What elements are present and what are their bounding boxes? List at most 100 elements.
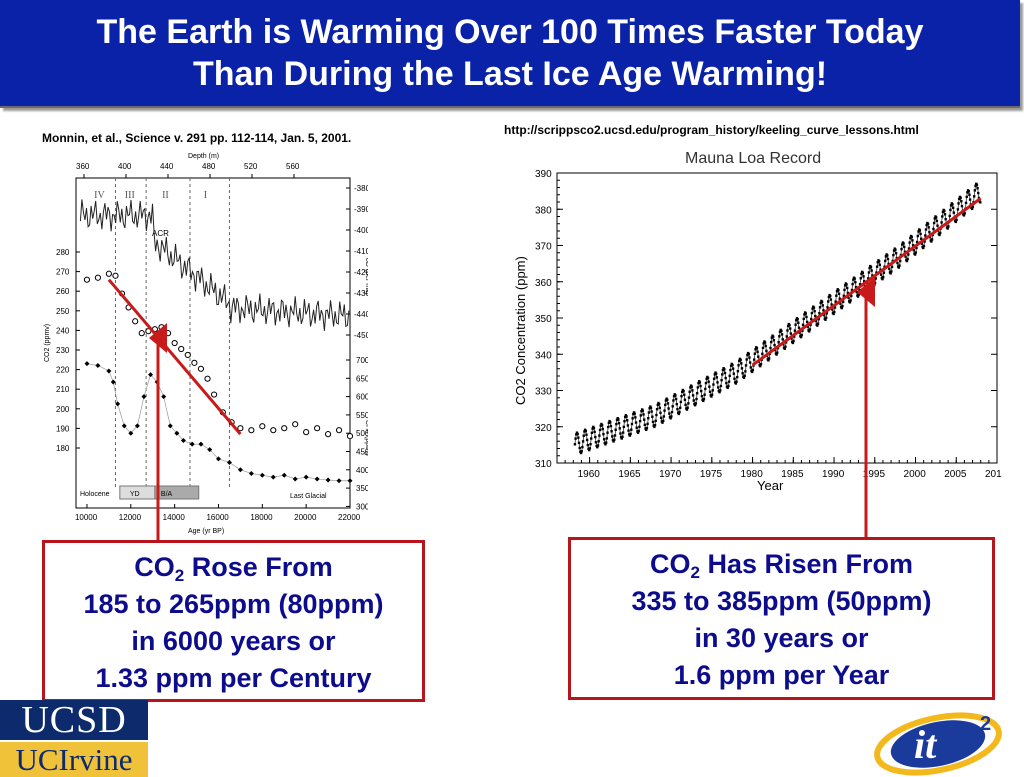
ml-co2-point (625, 415, 628, 418)
ml-title: Mauna Loa Record (685, 150, 821, 167)
ml-co2-point (932, 221, 936, 225)
ice-co2-point (248, 427, 255, 434)
ml-co2-point (634, 421, 638, 424)
ml-co2-point (793, 329, 797, 332)
ml-co2-point (713, 373, 717, 376)
ml-co2-point (575, 433, 578, 436)
ml-co2-point (690, 385, 693, 388)
ml-co2-point (955, 218, 958, 222)
ml-co2-point (615, 418, 619, 422)
ml-co2-point (759, 364, 762, 368)
ml-co2-point (850, 294, 853, 298)
ml-co2-point (917, 230, 920, 233)
ml-co2-point (606, 431, 609, 434)
ml-co2-point (788, 323, 791, 327)
ml-co2-point (826, 306, 829, 309)
ml-co2-point (670, 410, 674, 414)
ml-co2-point (752, 358, 756, 361)
ml-co2-point (894, 248, 897, 251)
ice-ch4-point (207, 447, 213, 453)
ml-co2-point (617, 421, 621, 425)
ml-co2-point (957, 202, 960, 205)
ml-co2-point (676, 408, 679, 411)
ice-co2-tick-label: 190 (56, 424, 70, 433)
ml-co2-point (851, 282, 854, 286)
ml-co2-point (818, 306, 822, 309)
ml-co2-point (855, 290, 858, 294)
ml-co2-point (888, 267, 891, 271)
ice-ch4-point (270, 474, 276, 480)
ice-top-tick-label: 400 (118, 162, 132, 171)
ml-x-tick-label: 1970 (659, 469, 682, 480)
ml-co2-point (840, 306, 843, 310)
ml-co2-point (689, 386, 692, 389)
ml-co2-point (667, 407, 670, 410)
ml-co2-point (852, 278, 855, 281)
ml-co2-point (596, 445, 599, 449)
ml-co2-point (577, 441, 581, 445)
ml-co2-point (762, 342, 765, 345)
ml-co2-point (663, 409, 666, 412)
ml-co2-point (894, 251, 898, 255)
ml-co2-point (678, 410, 681, 414)
ml-x-tick-label: 1995 (863, 469, 886, 480)
ml-co2-point (748, 361, 752, 364)
ml-co2-point (721, 368, 725, 372)
ml-co2-point (829, 298, 833, 301)
ml-co2-point (613, 434, 617, 437)
ice-ch4-tick-label: 450 (356, 448, 368, 457)
ice-dd-tick-label: -380 (354, 184, 368, 193)
ice-co2-tick-label: 280 (56, 248, 70, 257)
ml-co2-point (651, 420, 655, 424)
ice-ch4-point (336, 478, 342, 484)
ml-co2-point (769, 340, 773, 344)
ml-co2-point (816, 322, 820, 325)
ml-co2-point (731, 363, 734, 367)
ice-ch4-tick-label: 300 (356, 502, 368, 511)
ml-co2-point (867, 271, 871, 274)
ml-y-tick-label: 350 (535, 314, 552, 325)
ml-co2-point (649, 405, 652, 408)
ml-co2-point (638, 425, 641, 428)
ml-co2-point (941, 215, 944, 218)
ice-ch4-point (281, 472, 287, 478)
ice-ch4-point (314, 476, 320, 482)
ml-co2-point (573, 443, 577, 446)
ml-co2-point (812, 306, 816, 309)
ml-co2-point (972, 195, 976, 198)
ice-co2-point (237, 425, 244, 432)
ml-co2-point (630, 422, 634, 426)
ml-co2-point (803, 313, 806, 316)
right-citation[interactable]: http://scrippsco2.ucsd.edu/program_histo… (504, 123, 919, 137)
ml-co2-point (576, 432, 579, 436)
ml-co2-point (681, 390, 684, 394)
ml-co2-point (627, 429, 630, 432)
ml-co2-point (924, 228, 928, 231)
ml-co2-point (695, 397, 698, 401)
ml-co2-point (649, 406, 653, 410)
ice-co2-point (314, 425, 321, 432)
ice-co2-axis-label: CO2 (ppmv) (44, 324, 51, 362)
ml-co2-point (827, 295, 831, 299)
ml-co2-point (616, 416, 619, 420)
ml-co2-point (818, 312, 821, 315)
ml-co2-point (814, 319, 818, 323)
ml-co2-point (630, 428, 633, 431)
ml-co2-point (710, 393, 714, 396)
ml-co2-point (919, 232, 922, 236)
ml-co2-point (796, 318, 799, 321)
ml-co2-point (854, 285, 858, 289)
ml-co2-point (910, 235, 913, 239)
ml-co2-point (798, 331, 801, 334)
ml-co2-point (578, 446, 581, 450)
ml-co2-point (623, 420, 626, 423)
ml-co2-point (604, 441, 608, 444)
ml-co2-point (640, 409, 643, 413)
ice-top-axis-label: Depth (m) (188, 153, 219, 160)
ice-annotation-acr: ACR (152, 229, 169, 238)
ice-co2-trend-line (107, 278, 242, 436)
ml-co2-point (637, 429, 640, 433)
ml-co2-point (763, 341, 767, 344)
ice-x-tick-label: 22000 (338, 513, 361, 522)
ice-plot-frame (75, 177, 351, 509)
